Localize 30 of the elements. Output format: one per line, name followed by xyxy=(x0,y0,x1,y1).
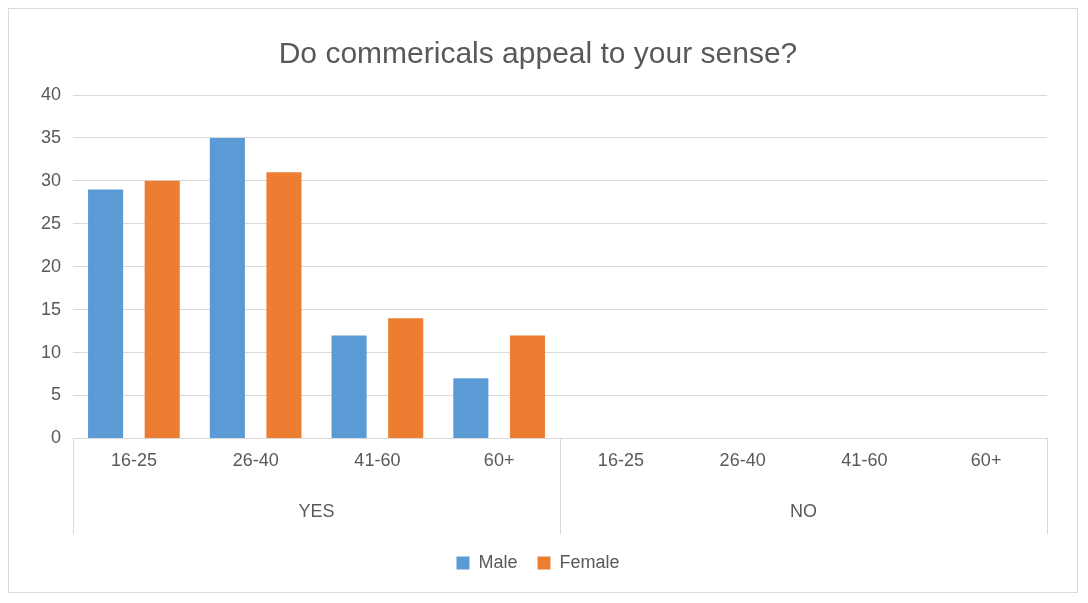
y-tick-label: 20 xyxy=(40,255,62,276)
x-tick-label: 16-25 xyxy=(110,450,157,471)
x-tick-label: 26-40 xyxy=(232,450,279,471)
text: YES xyxy=(298,500,335,521)
y-tick-label: 0 xyxy=(51,427,62,448)
y-tick-label: 5 xyxy=(51,384,62,405)
y-tick-label: 25 xyxy=(40,212,62,233)
chart-title: Do commericals appeal to your sense? xyxy=(278,36,798,70)
bar xyxy=(388,318,424,438)
x-tick-label: 16-25 xyxy=(597,450,644,471)
bar xyxy=(266,172,302,438)
bar xyxy=(509,335,545,438)
bar xyxy=(453,378,489,438)
x-tick-label: 60+ xyxy=(483,450,515,471)
y-tick-label: 40 xyxy=(40,83,62,104)
y-tick-label: 10 xyxy=(40,341,62,362)
x-tick-label: 60+ xyxy=(970,450,1002,471)
bar xyxy=(331,335,367,438)
bar xyxy=(209,137,245,438)
x-tick-label: 41-60 xyxy=(354,450,401,471)
bar xyxy=(144,180,180,438)
text: NO xyxy=(790,500,818,521)
y-tick-label: 15 xyxy=(40,298,62,319)
legend-label: Male xyxy=(478,551,518,572)
legend-label: Female xyxy=(559,551,620,572)
x-tick-label: 26-40 xyxy=(719,450,766,471)
y-tick-label: 30 xyxy=(40,169,62,190)
y-tick-label: 35 xyxy=(40,126,62,147)
bar xyxy=(88,189,124,438)
x-tick-label: 41-60 xyxy=(841,450,888,471)
